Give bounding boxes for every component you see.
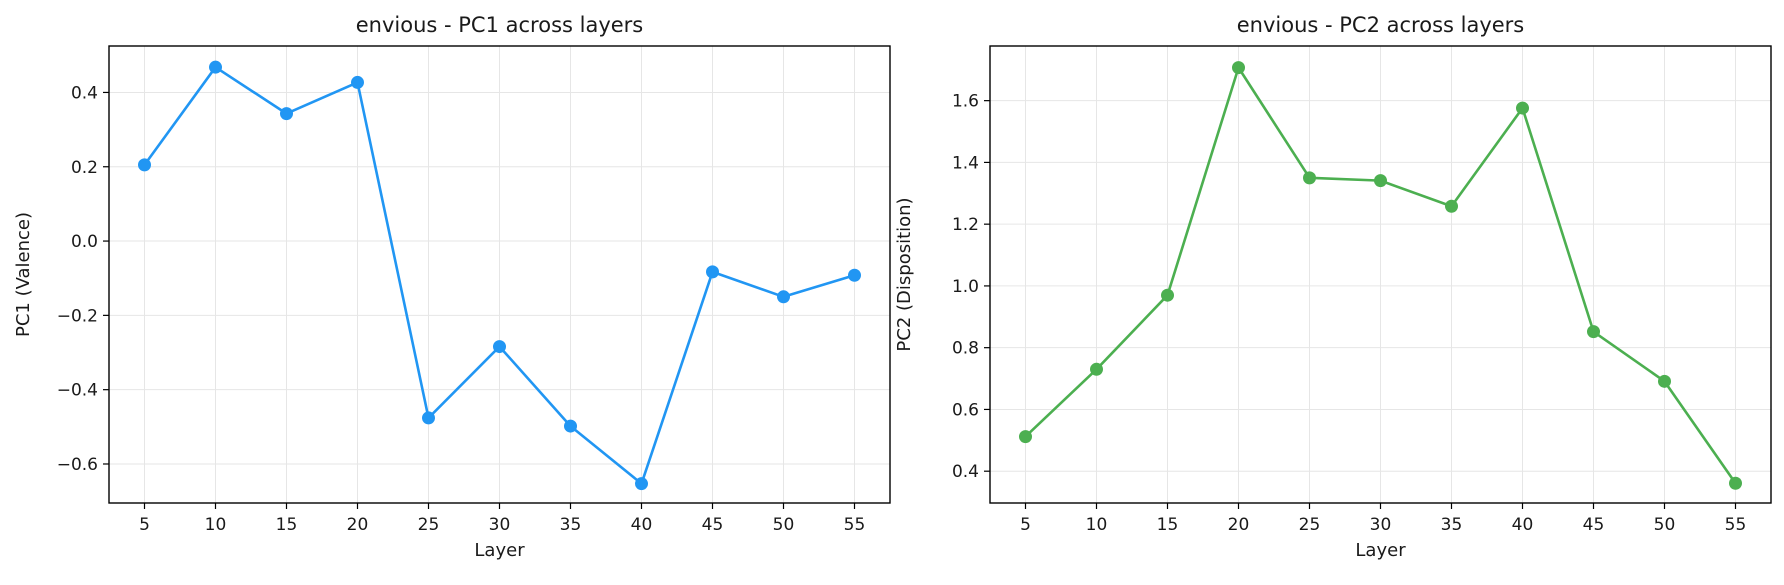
pc2-y-tick-label: 1.4 bbox=[952, 153, 979, 173]
pc1-y-axis-label: PC1 (Valence) bbox=[13, 212, 34, 337]
pc1-x-tick-label: 50 bbox=[773, 515, 795, 535]
pc2-y-tick-label: 1.2 bbox=[952, 215, 979, 235]
pc1-data-point bbox=[777, 290, 790, 304]
pc2-data-point bbox=[1587, 325, 1600, 339]
pc2-y-tick-label: 0.8 bbox=[952, 339, 979, 359]
pc1-y-tick-label: −0.2 bbox=[57, 306, 98, 326]
pc2-chart-title: envious - PC2 across layers bbox=[1237, 13, 1525, 37]
pc2-x-tick-label: 35 bbox=[1441, 515, 1463, 535]
pc2-data-point bbox=[1161, 288, 1174, 302]
pc1-y-tick-label: 0.2 bbox=[71, 158, 98, 178]
pc1-x-tick-label: 45 bbox=[702, 515, 724, 535]
pc2-data-point bbox=[1019, 430, 1032, 444]
pc1-data-point bbox=[706, 265, 719, 279]
pc2-x-tick-label: 10 bbox=[1086, 515, 1108, 535]
pc2-x-tick-label: 40 bbox=[1512, 515, 1534, 535]
pc1-x-tick-label: 35 bbox=[560, 515, 582, 535]
pc2-y-tick-label: 0.6 bbox=[952, 400, 979, 420]
pc2-x-tick-label: 30 bbox=[1370, 515, 1392, 535]
pc1-x-tick-label: 20 bbox=[347, 515, 369, 535]
pc2-data-point bbox=[1090, 362, 1103, 376]
pc2-data-point bbox=[1303, 171, 1316, 185]
pc2-data-point bbox=[1445, 199, 1458, 213]
pc1-panel: 5 10 15 20 25 30 35 40 45 50 55 −0.6 −0.4 −0.2 0.0 0.2 0… bbox=[13, 13, 891, 561]
pc1-y-tick-label: −0.6 bbox=[57, 455, 98, 475]
pc2-x-axis-label: Layer bbox=[1355, 540, 1406, 561]
pc1-x-tick-label: 15 bbox=[276, 515, 298, 535]
pc1-data-point bbox=[280, 107, 293, 121]
pc1-y-tick-label: 0.4 bbox=[71, 83, 98, 103]
pc2-x-tick-label: 45 bbox=[1583, 515, 1605, 535]
pc1-x-tick-label: 25 bbox=[418, 515, 440, 535]
pc1-x-tick-label: 10 bbox=[205, 515, 227, 535]
pc1-data-point bbox=[493, 340, 506, 354]
pc1-plot-frame bbox=[108, 45, 891, 504]
pc1-x-tick-label: 30 bbox=[489, 515, 511, 535]
pc1-x-tick-label: 55 bbox=[844, 515, 866, 535]
pc1-data-point bbox=[848, 268, 861, 282]
pc1-data-point bbox=[351, 75, 364, 89]
pc2-panel: 5 10 15 20 25 30 35 40 45 50 55 0.4 0.6 0.8 1.0 1.2 1.4 1… bbox=[894, 13, 1772, 561]
pc2-data-point bbox=[1232, 61, 1245, 75]
pc2-x-tick-label: 15 bbox=[1157, 515, 1179, 535]
pc2-data-point bbox=[1658, 374, 1671, 388]
pc1-chart-title: envious - PC1 across layers bbox=[356, 13, 644, 37]
pc2-x-tick-label: 25 bbox=[1299, 515, 1321, 535]
pc2-x-tick-label: 20 bbox=[1228, 515, 1250, 535]
pc2-data-point bbox=[1374, 174, 1387, 188]
pc1-x-tick-label: 40 bbox=[631, 515, 653, 535]
pc1-y-tick-label: 0.0 bbox=[71, 232, 98, 252]
pc2-data-point bbox=[1516, 101, 1529, 115]
pc2-y-tick-label: 1.6 bbox=[952, 92, 979, 112]
pc2-y-tick-label: 0.4 bbox=[952, 462, 979, 482]
pc2-plot-frame bbox=[989, 45, 1772, 504]
pc1-x-axis-label: Layer bbox=[474, 540, 525, 561]
pc2-x-tick-label: 55 bbox=[1725, 515, 1747, 535]
pc1-data-point bbox=[564, 419, 577, 433]
pc2-x-tick-label: 5 bbox=[1020, 515, 1031, 535]
pc1-data-point bbox=[422, 411, 435, 425]
pc2-y-axis-label: PC2 (Disposition) bbox=[894, 197, 915, 351]
pc2-x-tick-label: 50 bbox=[1654, 515, 1676, 535]
pc1-data-point bbox=[138, 158, 151, 172]
pc1-x-tick-label: 5 bbox=[139, 515, 150, 535]
pc2-y-tick-label: 1.0 bbox=[952, 277, 979, 297]
pc2-data-point bbox=[1729, 476, 1742, 490]
pc1-data-point bbox=[209, 60, 222, 74]
pc1-y-tick-label: −0.4 bbox=[57, 381, 98, 401]
pc1-data-point bbox=[635, 477, 648, 491]
